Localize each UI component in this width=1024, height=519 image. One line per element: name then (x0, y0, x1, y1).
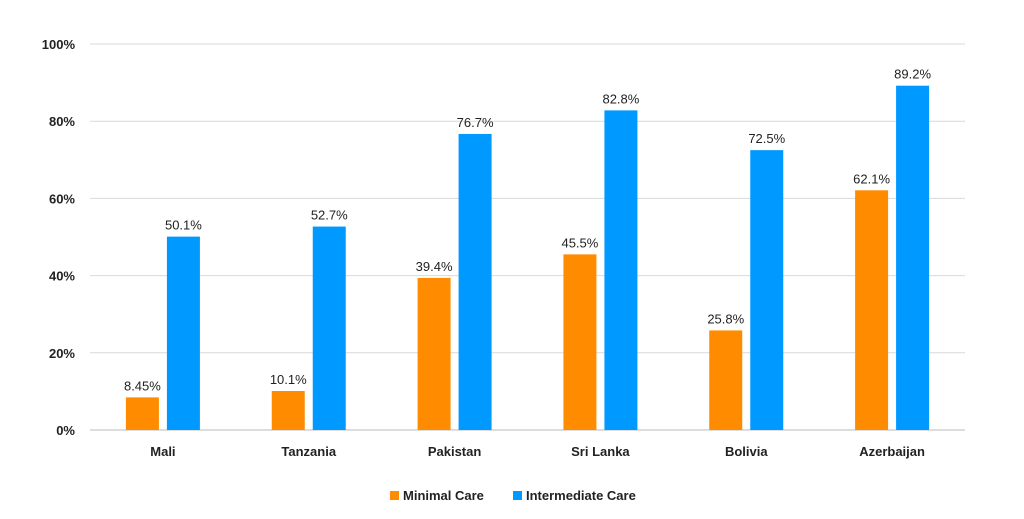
data-label: 76.7% (457, 115, 494, 130)
y-tick-label: 100% (42, 37, 76, 52)
x-tick-label: Azerbaijan (859, 444, 925, 459)
data-label: 89.2% (894, 67, 931, 82)
bar-minimal-care (125, 397, 159, 430)
legend-swatch (513, 491, 522, 500)
bar-minimal-care (271, 391, 305, 430)
bars: 8.45% 50.1% 10.1% 52.7% 39.4% 76.7% 45.5% 82.8%… (124, 67, 931, 431)
x-tick-label: Sri Lanka (571, 444, 630, 459)
data-label: 62.1% (853, 171, 890, 186)
bar-intermediate-care (458, 133, 492, 431)
bar-intermediate-care (750, 150, 784, 430)
bar-minimal-care (563, 254, 597, 430)
x-tick-label: Pakistan (428, 444, 482, 459)
x-axis-labels: Mali Tanzania Pakistan Sri Lanka Bolivia Azer… (150, 444, 925, 459)
data-label: 82.8% (602, 91, 639, 106)
legend-label: Intermediate Care (526, 488, 636, 503)
y-tick-label: 80% (49, 114, 75, 129)
legend: Minimal Care Intermediate Care (390, 488, 636, 503)
data-label: 72.5% (748, 131, 785, 146)
y-tick-label: 20% (49, 346, 75, 361)
bar-minimal-care (855, 190, 889, 430)
y-axis-ticks: 0% 20% 40% 60% 80% 100% (42, 37, 76, 438)
data-label: 10.1% (270, 372, 307, 387)
legend-label: Minimal Care (403, 488, 484, 503)
data-label: 8.45% (124, 378, 161, 393)
y-tick-label: 60% (49, 191, 75, 206)
x-tick-label: Bolivia (725, 444, 768, 459)
bar-minimal-care (417, 277, 451, 430)
x-tick-label: Tanzania (281, 444, 336, 459)
data-label: 25.8% (707, 311, 744, 326)
bar-minimal-care (709, 330, 743, 430)
bar-intermediate-care (896, 85, 930, 431)
y-tick-label: 0% (56, 423, 75, 438)
bar-intermediate-care (312, 226, 346, 430)
bar-intermediate-care (166, 236, 200, 430)
gridlines (90, 43, 965, 431)
data-label: 50.1% (165, 218, 202, 233)
data-label: 52.7% (311, 208, 348, 223)
x-tick-label: Mali (150, 444, 175, 459)
data-label: 45.5% (561, 235, 598, 250)
legend-swatch (390, 491, 399, 500)
data-label: 39.4% (416, 259, 453, 274)
bar-intermediate-care (604, 110, 638, 430)
y-tick-label: 40% (49, 269, 75, 284)
